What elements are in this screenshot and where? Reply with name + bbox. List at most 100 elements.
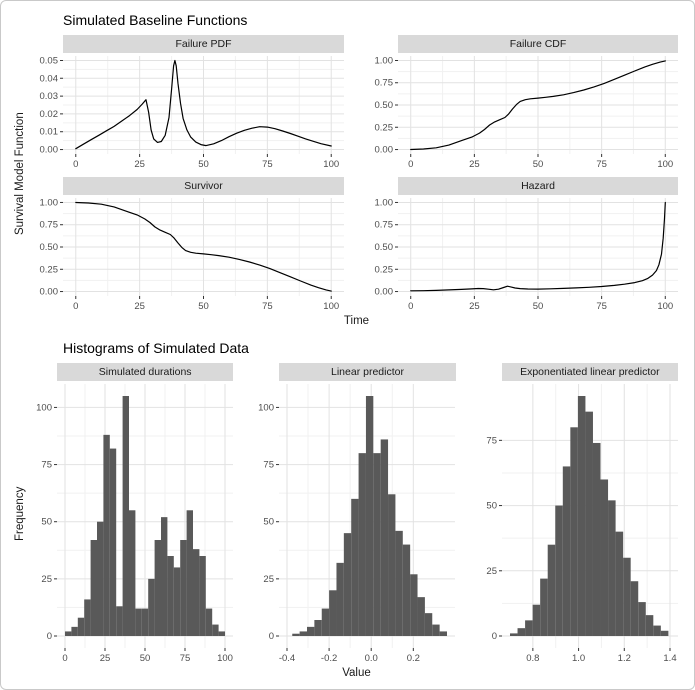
facet-simulated-durations: Simulated durations 0 25 50 75 100 0 25 50 75 100 [29,363,239,665]
y-tick-label: 0.04 [40,73,59,84]
facet-strip-linear-predictor: Linear predictor [279,363,456,381]
x-tick-label: 50 [140,653,151,664]
histogram-bar [509,633,518,636]
y-tick-label: 25 [41,574,52,585]
y-tick-label: 100 [36,402,52,413]
x-tick-label: 75 [596,301,607,312]
y-tick-label: 25 [486,566,497,577]
histogram-bar [322,608,330,636]
y-tick-label: 0.50 [375,242,394,253]
facet-failure-cdf: Failure CDF 0 25 50 75 100 0.00 0.25 0.50 0.75 1.… [364,35,684,171]
x-axis-title-value: Value [342,667,371,679]
histograms-grid-row: Frequency Simulated durations 0 25 50 75 100… [11,363,684,665]
x-tick-label: 100 [657,301,673,312]
exponentiated-linear-predictor-histogram: 0.8 1.0 1.2 1.4 0 25 50 75 [474,381,684,665]
histogram-bar [652,625,661,636]
facet-exponentiated-linear-predictor: Exponentiated linear predictor 0.8 1.0 1.2… [474,363,684,665]
x-tick-label: 0 [73,301,78,312]
histogram-bar [129,510,136,636]
y-tick-label: 75 [41,460,52,471]
histograms-section-title: Histograms of Simulated Data [63,340,249,356]
failure-cdf-chart: 0 25 50 75 100 0.00 0.25 0.50 0.75 1.00 [364,53,684,171]
y-tick-label: 25 [264,574,275,585]
y-tick-label: 0.25 [40,264,59,275]
survivor-chart: 0 25 50 75 100 0.00 0.25 0.50 0.75 1.00 [29,195,350,313]
histogram-bar [524,620,533,636]
histogram-bar [148,578,155,636]
x-tick-label: 0 [408,301,413,312]
histogram-bar [358,453,367,636]
histogram-bar [344,533,352,636]
facet-strip-failure-pdf: Failure PDF [63,35,344,53]
x-tick-label: 0.8 [526,653,539,664]
x-tick-label: 25 [469,301,480,312]
histogram-bar [395,530,404,636]
histogram-bar [637,602,646,636]
x-tick-label: 0 [73,159,78,170]
histogram-bar [141,608,149,636]
y-tick-label: 1.00 [375,197,394,208]
histogram-bar [167,556,174,636]
y-tick-label: 1.00 [375,55,394,66]
y-tick-label: 50 [264,517,275,528]
y-tick-label: 0.03 [40,91,59,102]
histogram-bar [351,498,359,636]
facet-linear-predictor: Linear predictor -0.4 -0.2 0.0 0.2 0 25 50 75 10… [251,363,461,665]
histogram-bar [381,439,389,636]
y-tick-label: 0 [491,631,496,642]
x-tick-label: 75 [596,159,607,170]
x-tick-label: 0 [408,159,413,170]
x-tick-label: 25 [134,159,145,170]
histogram-bar [645,615,653,636]
hazard-chart: 0 25 50 75 100 0.00 0.25 0.50 0.75 1.00 [364,195,684,313]
histogram-bar [90,540,97,636]
facet-strip-failure-cdf: Failure CDF [398,35,678,53]
y-tick-label: 0.50 [40,242,59,253]
histogram-bar [307,626,315,636]
x-tick-label: 75 [180,653,191,664]
y-tick-label: 75 [264,460,275,471]
y-tick-label: 0.00 [375,145,394,156]
x-tick-label: 50 [198,159,209,170]
facet-strip-survivor: Survivor [63,177,344,195]
failure-pdf-line [75,59,332,150]
facet-failure-pdf: Failure PDF 0 25 50 75 100 0.00 0.01 0.02 0.03 0.… [29,35,350,171]
facet-strip-hazard: Hazard [398,177,678,195]
histogram-bar [292,633,300,636]
y-tick-label: 1.00 [40,197,59,208]
x-tick-label: 1.4 [663,653,676,664]
y-axis-title-survival-model-function: Survival Model Function [14,112,26,236]
histogram-bar [205,608,213,636]
y-tick-label: 0.25 [375,264,394,275]
facet-survivor: Survivor 0 25 50 75 100 0.00 0.25 0.50 0.75 1.00 [29,177,350,313]
x-tick-label: 100 [323,301,339,312]
histogram-bar [173,567,181,636]
baseline-section-title: Simulated Baseline Functions [63,12,248,28]
histogram-bar [439,631,448,636]
histogram-bar [161,517,168,636]
baseline-grid-row: Survival Model Function Failure PDF 0 25 5… [11,35,684,313]
chart-canvas-survivor: 0 25 50 75 100 0.00 0.25 0.50 0.75 1.00 [40,197,344,312]
histogram-bar [84,599,91,636]
x-tick-label: -0.2 [321,653,337,664]
histogram-bar [410,574,418,636]
x-tick-label: 100 [657,159,673,170]
x-tick-label: 75 [262,159,273,170]
x-tick-label: 0 [62,653,67,664]
y-tick-label: 0.05 [40,55,59,66]
y-tick-label: 0.25 [375,122,394,133]
histogram-bar [212,624,219,636]
x-tick-label: 1.0 [572,653,585,664]
histograms-facet-grid: Simulated durations 0 25 50 75 100 0 25 50 75 100… [29,363,684,665]
histogram-bar [615,531,623,636]
histogram-bar [199,556,206,636]
histogram-bar [532,604,540,636]
facet-strip-exponentiated-linear-predictor: Exponentiated linear predictor [501,363,678,381]
linear-predictor-histogram: -0.4 -0.2 0.0 0.2 0 25 50 75 100 [251,381,461,665]
x-tick-label: 0.2 [407,653,420,664]
x-tick-label: 50 [533,159,544,170]
y-tick-label: 0 [47,631,52,642]
histogram-bar [577,396,586,636]
x-tick-label: 50 [533,301,544,312]
